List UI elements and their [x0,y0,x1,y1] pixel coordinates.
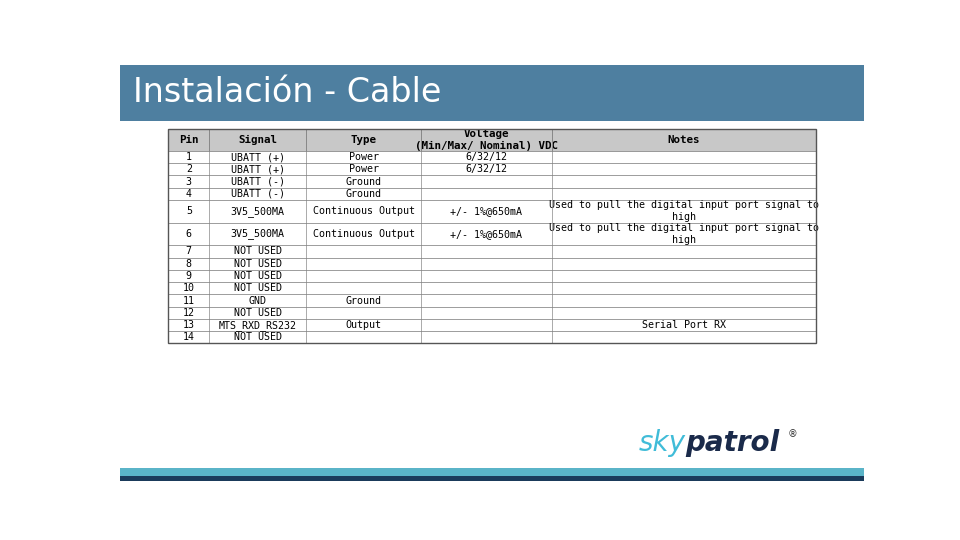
Text: 3V5_500MA: 3V5_500MA [230,206,284,217]
Text: NOT USED: NOT USED [233,246,281,256]
Text: Ground: Ground [346,295,382,306]
Text: Pin: Pin [180,135,199,145]
Text: NOT USED: NOT USED [233,271,281,281]
Text: UBATT (+): UBATT (+) [230,152,284,162]
Text: 5: 5 [186,206,192,217]
Text: UBATT (-): UBATT (-) [230,177,284,186]
Text: 6: 6 [186,229,192,239]
Text: patrol: patrol [685,429,780,457]
Bar [120,65,864,121]
Bar [168,129,816,343]
Text: 12: 12 [182,308,195,318]
Text: Ground: Ground [346,177,382,186]
Text: Notes: Notes [667,135,700,145]
Text: NOT USED: NOT USED [233,259,281,269]
Text: Continuous Output: Continuous Output [313,206,415,217]
Text: 2: 2 [186,164,192,174]
Text: Continuous Output: Continuous Output [313,229,415,239]
Text: 8: 8 [186,259,192,269]
Text: NOT USED: NOT USED [233,332,281,342]
Text: ®: ® [788,429,798,439]
Text: 6/32/12: 6/32/12 [466,152,508,162]
Text: MTS_RXD_RS232: MTS_RXD_RS232 [219,320,297,330]
Text: Signal: Signal [238,135,277,145]
Text: 9: 9 [186,271,192,281]
Bar [168,163,816,176]
Text: Power: Power [348,152,378,162]
Text: Output: Output [346,320,382,330]
Text: +/- 1%@650mA: +/- 1%@650mA [450,206,522,217]
Text: sky: sky [638,429,685,457]
Bar [168,319,816,331]
Text: Type: Type [350,135,376,145]
Bar [168,245,816,258]
Text: 10: 10 [182,284,195,293]
Text: NOT USED: NOT USED [233,284,281,293]
Text: 7: 7 [186,246,192,256]
Text: 6/32/12: 6/32/12 [466,164,508,174]
Bar [120,476,864,481]
Text: 3: 3 [186,177,192,186]
Bar [168,151,816,163]
Text: 1: 1 [186,152,192,162]
Text: 14: 14 [182,332,195,342]
Text: Serial Port RX: Serial Port RX [641,320,726,330]
Text: Used to pull the digital input port signal to
high: Used to pull the digital input port sign… [548,223,819,245]
Bar [168,129,816,151]
Text: Power: Power [348,164,378,174]
Bar [168,282,816,294]
Bar [168,200,816,222]
Text: +/- 1%@650mA: +/- 1%@650mA [450,229,522,239]
Bar [168,331,816,343]
Bar [168,307,816,319]
Bar [168,270,816,282]
Text: Used to pull the digital input port signal to
high: Used to pull the digital input port sign… [548,200,819,222]
Text: Instalación - Cable: Instalación - Cable [133,76,442,110]
Text: UBATT (-): UBATT (-) [230,189,284,199]
Text: Ground: Ground [346,189,382,199]
Text: Voltage
(Min/Max/ Nominal) VDC: Voltage (Min/Max/ Nominal) VDC [415,129,558,151]
Bar [168,222,816,245]
Bar [168,176,816,188]
Text: 13: 13 [182,320,195,330]
Text: 3V5_500MA: 3V5_500MA [230,228,284,239]
Text: GND: GND [249,295,267,306]
Bar [168,294,816,307]
Text: 11: 11 [182,295,195,306]
Bar [120,121,864,468]
Text: NOT USED: NOT USED [233,308,281,318]
Bar [120,468,864,476]
Bar [168,188,816,200]
Text: 4: 4 [186,189,192,199]
Text: UBATT (+): UBATT (+) [230,164,284,174]
Bar [168,258,816,270]
